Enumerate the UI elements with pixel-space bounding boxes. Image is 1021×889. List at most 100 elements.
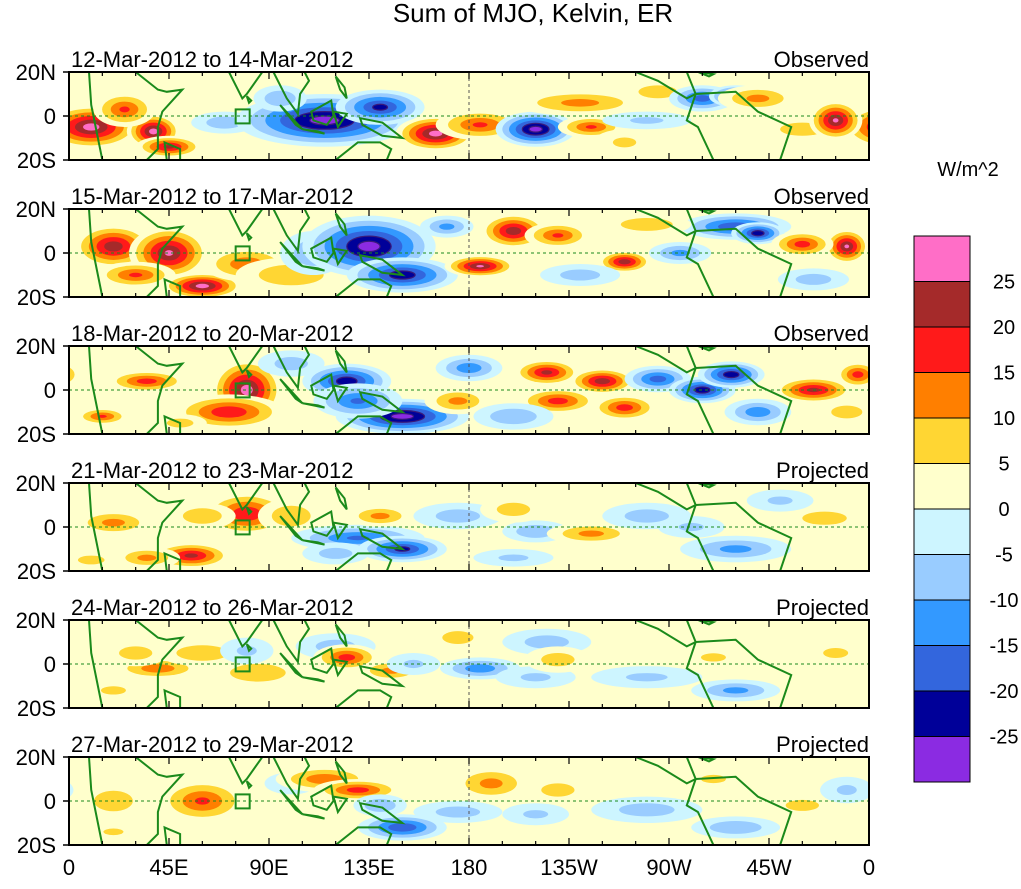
anomaly-blob xyxy=(77,555,105,565)
colorbar-swatch xyxy=(913,554,971,601)
anomaly-blob xyxy=(541,653,575,667)
panel-date-range: 12-Mar-2012 to 14-Mar-2012 xyxy=(71,47,353,72)
x-tick-label: 135W xyxy=(540,855,598,880)
chart-title: Sum of MJO, Kelvin, ER xyxy=(393,0,673,28)
anomaly-blob xyxy=(388,823,417,832)
anomaly-blob xyxy=(709,820,762,834)
colorbar-swatch xyxy=(913,463,971,510)
colorbar-swatch xyxy=(913,599,971,646)
anomaly-blob xyxy=(211,406,247,418)
anomaly-blob xyxy=(745,407,771,417)
colorbar-swatch xyxy=(913,281,971,328)
x-tick-label: 135E xyxy=(343,855,394,880)
anomaly-blob xyxy=(69,367,75,382)
y-tick-label: 20S xyxy=(17,833,56,858)
anomaly-blob xyxy=(671,249,689,257)
x-tick-label: 45E xyxy=(149,855,188,880)
y-tick-label: 0 xyxy=(44,241,56,266)
anomaly-blob xyxy=(52,371,63,378)
anomaly-blob xyxy=(357,240,381,253)
anomaly-blob xyxy=(700,653,726,662)
anomaly-blob xyxy=(520,673,551,682)
anomaly-blob xyxy=(795,273,832,285)
anomaly-blob xyxy=(496,502,531,516)
anomaly-blob xyxy=(746,94,770,103)
colorbar-swatch xyxy=(913,417,971,464)
anomaly-blob xyxy=(836,785,857,795)
anomaly-blob xyxy=(785,799,819,811)
anomaly-blob xyxy=(149,128,158,135)
x-tick-label: 0 xyxy=(863,855,875,880)
panel-6: 20N 0 20S 27-Mar-2012 to 29-Mar-2012 Project… xyxy=(16,732,870,858)
anomaly-blob xyxy=(390,412,415,420)
anomaly-blob xyxy=(472,122,488,128)
anomaly-blob xyxy=(649,375,667,383)
anomaly-blob xyxy=(624,509,669,523)
coastlines xyxy=(87,483,793,571)
anomaly-blob xyxy=(618,259,631,265)
anomaly-blob xyxy=(625,673,668,682)
y-tick-label: 20S xyxy=(17,422,56,447)
anomaly-blob xyxy=(230,664,286,682)
anomaly-blob xyxy=(638,85,678,99)
colorbar-label: -20 xyxy=(990,681,1019,703)
anomaly-blob xyxy=(694,95,711,102)
coastlines xyxy=(87,620,793,708)
anomaly-blob xyxy=(560,269,601,281)
anomaly-blob xyxy=(505,226,522,236)
anomaly-blob xyxy=(547,397,568,405)
anomaly-blob xyxy=(103,828,124,836)
anomaly-blob xyxy=(456,363,482,373)
anomaly-blob xyxy=(767,496,793,505)
anomaly-blob xyxy=(176,645,229,661)
panel-date-range: 18-Mar-2012 to 20-Mar-2012 xyxy=(71,321,353,346)
anomaly-blob xyxy=(630,117,664,124)
anomaly-blob xyxy=(678,522,704,532)
y-tick-label: 20S xyxy=(17,696,56,721)
colorbar-label: 25 xyxy=(993,272,1015,294)
colorbar-swatch xyxy=(913,690,971,737)
anomaly-blob xyxy=(490,408,537,425)
y-tick-label: 0 xyxy=(44,789,56,814)
colorbar-label: -15 xyxy=(990,636,1019,658)
anomaly-blob xyxy=(594,378,611,385)
anomaly-blob xyxy=(719,545,752,553)
y-tick-label: 20N xyxy=(16,471,56,496)
anomaly-blob xyxy=(852,371,864,378)
anomaly-blob xyxy=(802,511,847,525)
anomaly-blob xyxy=(439,223,455,230)
anomaly-blob xyxy=(97,414,107,418)
x-tick-label: 90E xyxy=(249,855,288,880)
anomaly-blob xyxy=(319,547,353,559)
anomaly-blob xyxy=(516,524,556,538)
anomaly-blob xyxy=(206,116,243,129)
anomaly-blob xyxy=(875,120,908,135)
panel-3: 20N 0 20S 18-Mar-2012 to 20-Mar-2012 Observe… xyxy=(16,321,870,447)
anomaly-blob xyxy=(794,240,811,248)
coastlines xyxy=(87,346,793,434)
panel-5: 20N 0 20S 24-Mar-2012 to 26-Mar-2012 Project… xyxy=(16,595,870,721)
colorbar-label: -5 xyxy=(995,545,1013,567)
coastlines xyxy=(87,209,793,297)
anomaly-blob xyxy=(616,404,633,411)
y-tick-label: 20N xyxy=(16,334,56,359)
anomaly-blob xyxy=(338,654,356,661)
y-tick-label: 20N xyxy=(16,608,56,633)
anomaly-blob xyxy=(195,283,209,289)
anomaly-blob xyxy=(346,787,369,793)
colorbar-swatch xyxy=(913,736,971,783)
x-tick-label: 90W xyxy=(646,855,691,880)
anomaly-blob xyxy=(612,137,637,148)
anomaly-blob xyxy=(372,103,389,111)
colorbar-label: -10 xyxy=(990,590,1019,612)
anomaly-blob xyxy=(751,230,765,237)
colorbar-label: 10 xyxy=(993,408,1015,430)
panel-kind-label: Observed xyxy=(774,321,869,346)
anomaly-blob xyxy=(236,645,257,656)
y-tick-label: 20N xyxy=(16,60,56,85)
units-label: W/m^2 xyxy=(937,159,999,181)
colorbar-swatch xyxy=(913,326,971,373)
anomaly-blob xyxy=(69,405,74,419)
y-tick-label: 0 xyxy=(44,378,56,403)
anomaly-blob xyxy=(119,106,130,113)
